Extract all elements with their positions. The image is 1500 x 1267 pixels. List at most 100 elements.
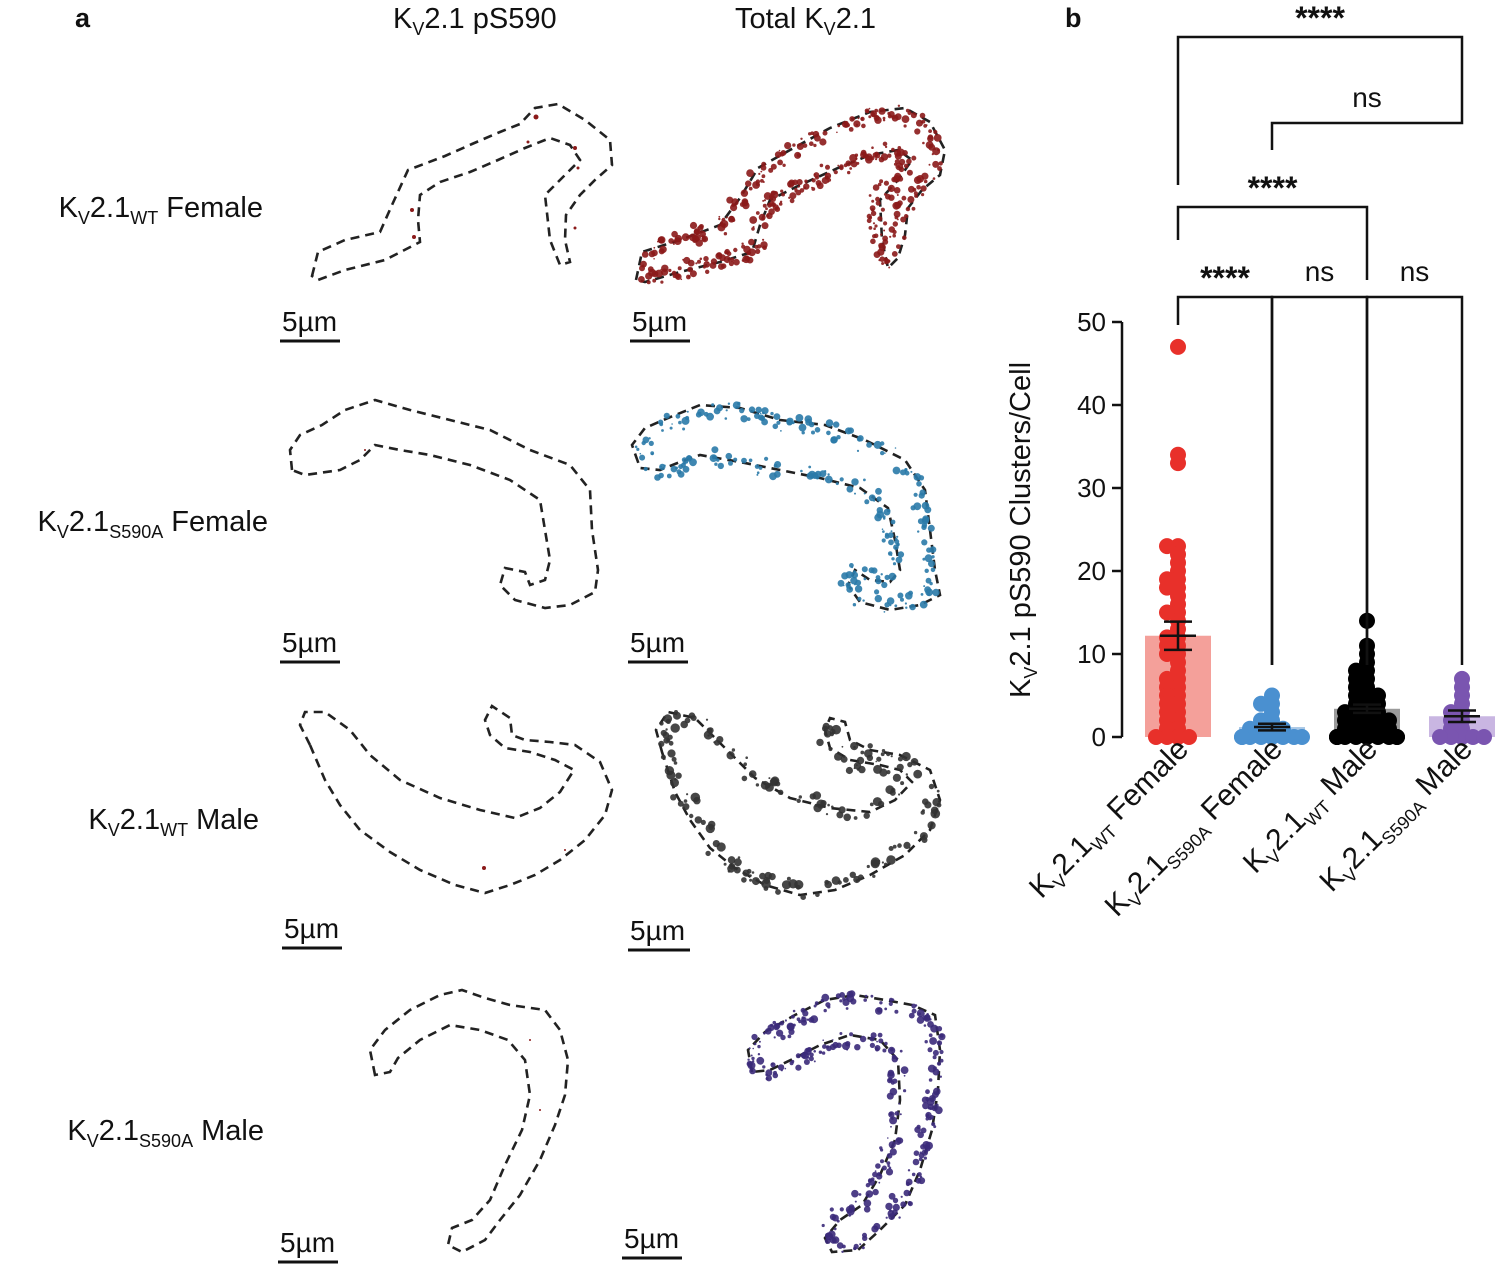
- ps590-punctum: [533, 114, 539, 120]
- total-kv21-punctum: [898, 793, 901, 796]
- total-kv21-punctum: [787, 1034, 792, 1039]
- total-kv21-punctum: [804, 179, 808, 183]
- total-kv21-punctum: [675, 413, 681, 419]
- total-kv21-punctum: [733, 247, 738, 253]
- total-kv21-punctum: [832, 1039, 834, 1041]
- total-kv21-punctum: [759, 412, 762, 415]
- total-kv21-punctum: [875, 578, 882, 585]
- total-kv21-punctum: [928, 1078, 933, 1082]
- significance-label: ns: [1305, 256, 1335, 287]
- total-kv21-punctum: [650, 451, 655, 456]
- total-kv21-punctum: [936, 789, 940, 793]
- cell-outline-pS590-s590a-male: [368, 988, 570, 1254]
- total-kv21-punctum: [780, 1034, 786, 1041]
- cell-outline-pS590-wt-female: [310, 102, 614, 282]
- total-kv21-punctum: [873, 499, 876, 502]
- total-kv21-punctum: [864, 499, 870, 505]
- total-kv21-punctum: [688, 233, 697, 242]
- total-kv21-punctum: [688, 712, 696, 719]
- total-kv21-punctum: [863, 492, 866, 495]
- total-kv21-punctum: [682, 427, 686, 431]
- total-kv21-punctum: [853, 583, 857, 586]
- total-kv21-punctum: [800, 469, 803, 473]
- total-kv21-punctum: [849, 116, 855, 122]
- total-kv21-punctum: [884, 452, 886, 454]
- total-kv21-punctum: [892, 844, 897, 849]
- total-kv21-punctum: [765, 783, 771, 789]
- total-kv21-punctum: [671, 423, 673, 425]
- total-kv21-punctum: [760, 164, 767, 171]
- total-kv21-punctum: [827, 478, 829, 480]
- total-kv21-punctum: [833, 170, 838, 175]
- total-kv21-punctum: [928, 163, 931, 166]
- total-kv21-punctum: [740, 415, 748, 423]
- total-kv21-punctum: [796, 1017, 801, 1022]
- total-kv21-punctum: [854, 585, 863, 593]
- total-kv21-punctum: [874, 589, 880, 595]
- total-kv21-punctum: [714, 462, 718, 466]
- total-kv21-punctum: [901, 115, 910, 123]
- total-kv21-punctum: [901, 195, 907, 201]
- total-kv21-punctum: [803, 1059, 810, 1065]
- total-kv21-punctum: [770, 411, 774, 416]
- total-kv21-punctum: [905, 606, 908, 609]
- total-kv21-punctum: [932, 147, 941, 156]
- total-kv21-punctum: [709, 454, 718, 462]
- total-kv21-punctum: [831, 1214, 839, 1222]
- total-kv21-punctum: [727, 856, 736, 864]
- total-kv21-punctum: [868, 494, 876, 502]
- total-kv21-punctum: [885, 1216, 888, 1219]
- total-kv21-punctum: [819, 138, 827, 146]
- ps590-punctum: [539, 1109, 541, 1111]
- scale-bar-label: 5µm: [282, 306, 337, 337]
- total-kv21-punctum: [863, 478, 866, 482]
- total-kv21-punctum: [737, 856, 741, 859]
- total-kv21-punctum: [689, 813, 694, 819]
- total-kv21-punctum: [689, 221, 698, 230]
- ps590-punctum: [564, 849, 566, 851]
- total-kv21-punctum: [903, 1074, 906, 1077]
- total-kv21-punctum: [913, 830, 918, 835]
- total-kv21-punctum: [772, 423, 779, 430]
- total-kv21-punctum: [826, 430, 831, 436]
- significance-label: ns: [1400, 256, 1430, 287]
- total-kv21-punctum: [923, 124, 928, 128]
- total-kv21-punctum: [888, 266, 891, 269]
- total-kv21-punctum: [899, 1049, 903, 1053]
- total-kv21-punctum: [822, 130, 828, 136]
- total-kv21-punctum: [764, 456, 769, 461]
- total-kv21-punctum: [779, 151, 785, 157]
- total-kv21-punctum: [835, 482, 839, 486]
- total-kv21-punctum: [879, 1001, 883, 1005]
- total-kv21-punctum: [663, 412, 670, 419]
- total-kv21-punctum: [805, 418, 813, 426]
- total-kv21-punctum: [651, 249, 658, 257]
- total-kv21-punctum: [864, 994, 868, 998]
- total-kv21-punctum: [847, 170, 851, 175]
- total-kv21-punctum: [839, 477, 844, 482]
- total-kv21-punctum: [883, 229, 886, 232]
- total-kv21-punctum: [896, 194, 899, 196]
- total-kv21-punctum: [880, 153, 889, 161]
- cell-outline-pS590-s590a-female: [288, 398, 600, 610]
- total-kv21-punctum: [870, 210, 877, 217]
- total-kv21-punctum: [899, 1113, 902, 1116]
- total-kv21-punctum: [695, 262, 698, 265]
- total-kv21-punctum: [749, 216, 758, 224]
- total-kv21-punctum: [746, 169, 754, 178]
- total-kv21-punctum: [723, 232, 728, 236]
- total-kv21-punctum: [889, 604, 892, 607]
- total-kv21-punctum: [928, 560, 935, 568]
- total-kv21-punctum: [825, 164, 830, 170]
- scale-bar-label: 5µm: [624, 1223, 679, 1254]
- total-kv21-punctum: [911, 206, 916, 211]
- total-kv21-punctum: [730, 204, 738, 212]
- total-kv21-punctum: [896, 244, 901, 250]
- total-kv21-punctum: [765, 1073, 768, 1077]
- total-kv21-punctum: [758, 466, 763, 470]
- total-kv21-punctum: [823, 730, 832, 738]
- scale-bar-label: 5µm: [630, 915, 685, 946]
- column-header-pS590: KV2.1 pS590: [393, 3, 557, 39]
- total-kv21-punctum: [706, 261, 709, 264]
- total-kv21-punctum: [816, 799, 826, 809]
